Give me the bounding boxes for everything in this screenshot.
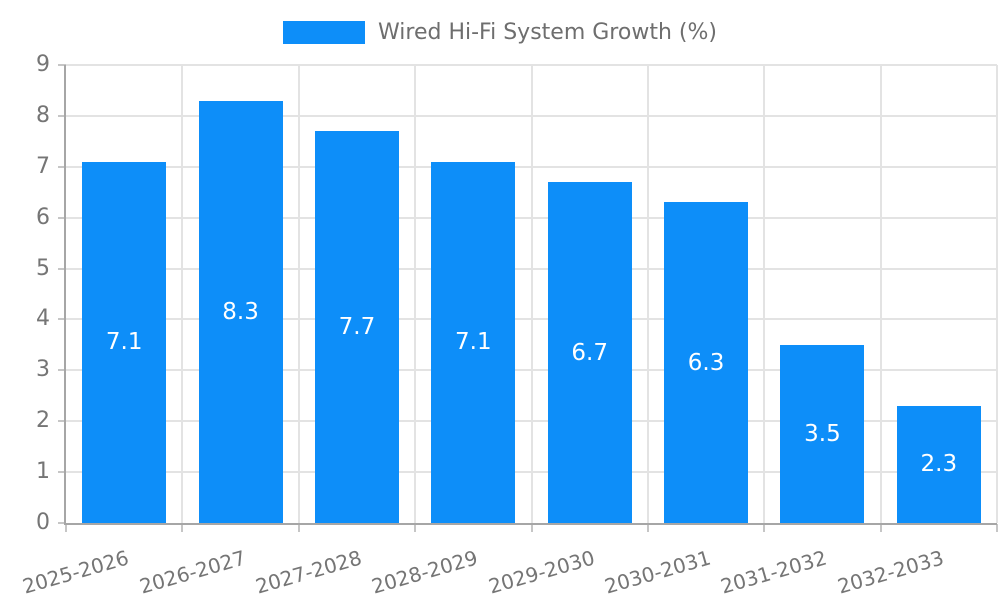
y-tick [58,318,66,321]
bar[interactable] [431,161,516,523]
bar-value-label: 3.5 [804,420,841,447]
y-axis-label: 6 [36,204,50,230]
legend: Wired Hi-Fi System Growth (%) [0,21,1000,44]
y-tick [58,165,66,168]
legend-item[interactable]: Wired Hi-Fi System Growth (%) [283,21,717,44]
x-tick [646,524,649,532]
x-tick [181,524,184,532]
y-tick [58,64,66,66]
y-axis-label: 5 [36,255,50,281]
bar[interactable] [664,202,749,523]
v-gridline [530,65,533,523]
x-tick [297,524,300,532]
y-tick [58,471,66,474]
y-axis-label: 3 [36,357,50,383]
y-tick [58,522,66,524]
y-tick [58,114,66,117]
y-axis-line [64,65,66,525]
y-axis-label: 2 [36,408,50,434]
bar[interactable] [547,182,632,523]
x-axis-label: 2028-2029 [369,545,481,599]
y-tick [58,369,66,372]
y-axis-label: 8 [36,102,50,128]
y-axis-label: 9 [36,52,50,77]
bar-value-label: 8.3 [222,298,259,325]
v-gridline [879,65,882,523]
bar-value-label: 7.1 [105,329,143,356]
legend-swatch [283,21,366,44]
y-axis-label: 1 [36,459,50,485]
bar-value-label: 6.3 [687,349,725,376]
x-tick [879,524,882,532]
bar[interactable] [82,161,167,523]
v-gridline [763,65,766,523]
y-tick [58,216,66,219]
bar[interactable] [896,405,981,523]
legend-label: Wired Hi-Fi System Growth (%) [378,20,717,45]
x-axis-label: 2027-2028 [252,545,365,599]
bar[interactable] [780,344,865,523]
v-gridline [646,65,649,523]
x-tick [414,524,417,532]
v-gridline [181,65,184,523]
x-axis-label: 2025-2026 [20,545,132,599]
x-axis-label: 2029-2030 [485,545,597,599]
bar[interactable] [314,131,399,523]
bar-value-label: 7.7 [338,314,376,341]
bar-value-label: 2.3 [920,451,958,478]
bar[interactable] [198,100,283,523]
x-axis-label: 2030-2031 [601,545,714,599]
bar-value-label: 7.1 [455,329,492,356]
y-axis-label: 4 [36,306,50,332]
y-axis-label: 7 [36,153,50,179]
x-axis-label: 2032-2033 [834,545,947,599]
y-tick [58,267,66,270]
v-gridline [297,65,300,523]
x-axis-label: 2031-2032 [718,545,830,599]
x-tick [65,524,67,532]
v-gridline [996,65,998,523]
x-tick [763,524,766,532]
v-gridline [414,65,417,523]
x-tick [530,524,533,532]
x-axis-line [64,523,997,525]
y-tick [58,420,66,423]
bar-value-label: 6.7 [571,339,608,366]
x-tick [996,524,998,532]
x-axis-label: 2026-2027 [136,545,248,599]
y-axis-label: 0 [36,510,50,535]
